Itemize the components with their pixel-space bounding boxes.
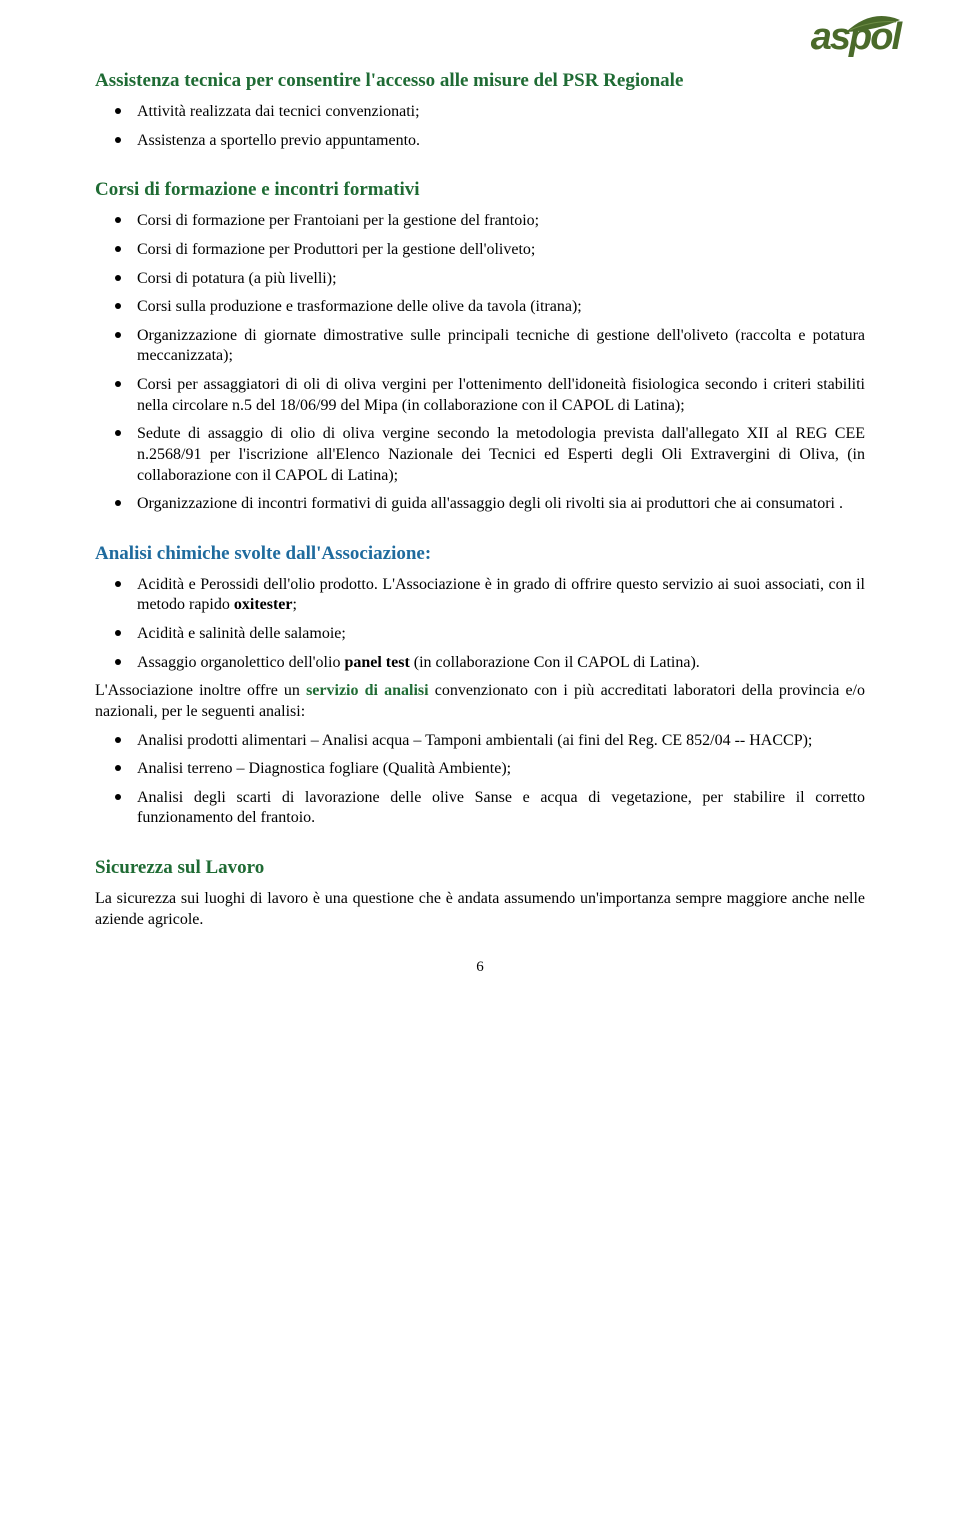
list-item-text: Analisi degli scarti di lavorazione dell… bbox=[137, 789, 865, 827]
list-item-bold: panel test bbox=[344, 654, 409, 671]
list-item-text: Assistenza a sportello previo appuntamen… bbox=[137, 132, 420, 149]
brand-logo: aspol bbox=[811, 18, 900, 56]
list-item-text: Analisi prodotti alimentari – Analisi ac… bbox=[137, 732, 812, 749]
list-item: Organizzazione di giornate dimostrative … bbox=[95, 326, 865, 367]
analisi-paragraph: L'Associazione inoltre offre un servizio… bbox=[95, 681, 865, 722]
section-heading-sicurezza: Sicurezza sul Lavoro bbox=[95, 857, 865, 879]
list-item-bold: oxitester bbox=[234, 596, 293, 613]
list-item-text: Organizzazione di giornate dimostrative … bbox=[137, 327, 865, 365]
list-item: Corsi sulla produzione e trasformazione … bbox=[95, 297, 865, 318]
sicurezza-paragraph: La sicurezza sui luoghi di lavoro è una … bbox=[95, 889, 865, 930]
list-item: Assistenza a sportello previo appuntamen… bbox=[95, 131, 865, 152]
logo-text: aspol bbox=[811, 16, 900, 58]
list-item: Acidità e Perossidi dell'olio prodotto. … bbox=[95, 575, 865, 616]
list-item-text: Corsi di formazione per Produttori per l… bbox=[137, 241, 535, 258]
list-item-text-post: (in collaborazione Con il CAPOL di Latin… bbox=[410, 654, 700, 671]
list-item-text: Analisi terreno – Diagnostica fogliare (… bbox=[137, 760, 511, 777]
section-list-psr: Attività realizzata dai tecnici convenzi… bbox=[95, 102, 865, 151]
list-item: Corsi di formazione per Produttori per l… bbox=[95, 240, 865, 261]
list-item-text-pre: Acidità e salinità delle salamoie; bbox=[137, 625, 346, 642]
list-item: Attività realizzata dai tecnici convenzi… bbox=[95, 102, 865, 123]
para-lead: L'Associazione inoltre offre un bbox=[95, 682, 306, 699]
list-item: Organizzazione di incontri formativi di … bbox=[95, 494, 865, 515]
list-item: Corsi di formazione per Frantoiani per l… bbox=[95, 211, 865, 232]
list-item-text: Corsi sulla produzione e trasformazione … bbox=[137, 298, 582, 315]
list-item-text: Corsi di formazione per Frantoiani per l… bbox=[137, 212, 539, 229]
section-heading-analisi: Analisi chimiche svolte dall'Associazion… bbox=[95, 543, 865, 565]
list-item: Corsi per assaggiatori di oli di oliva v… bbox=[95, 375, 865, 416]
section-list-analisi: Acidità e Perossidi dell'olio prodotto. … bbox=[95, 575, 865, 674]
section-list-analisi-2: Analisi prodotti alimentari – Analisi ac… bbox=[95, 731, 865, 830]
list-item: Analisi prodotti alimentari – Analisi ac… bbox=[95, 731, 865, 752]
section-list-corsi: Corsi di formazione per Frantoiani per l… bbox=[95, 211, 865, 515]
section-heading-corsi: Corsi di formazione e incontri formativi bbox=[95, 179, 865, 201]
list-item-text: Attività realizzata dai tecnici convenzi… bbox=[137, 103, 420, 120]
list-item-text: Corsi di potatura (a più livelli); bbox=[137, 270, 337, 287]
list-item: Sedute di assaggio di olio di oliva verg… bbox=[95, 424, 865, 486]
list-item: Corsi di potatura (a più livelli); bbox=[95, 269, 865, 290]
list-item-text: Corsi per assaggiatori di oli di oliva v… bbox=[137, 376, 865, 414]
list-item-text: Organizzazione di incontri formativi di … bbox=[137, 495, 843, 512]
page-number: 6 bbox=[0, 959, 960, 976]
list-item-text: Sedute di assaggio di olio di oliva verg… bbox=[137, 425, 865, 483]
list-item: Acidità e salinità delle salamoie; bbox=[95, 624, 865, 645]
list-item: Assaggio organolettico dell'olio panel t… bbox=[95, 653, 865, 674]
para-green-highlight: servizio di analisi bbox=[306, 682, 429, 699]
section-heading-psr: Assistenza tecnica per consentire l'acce… bbox=[95, 70, 865, 92]
list-item-text-pre: Assaggio organolettico dell'olio bbox=[137, 654, 344, 671]
list-item-text-post: ; bbox=[293, 596, 297, 613]
list-item: Analisi terreno – Diagnostica fogliare (… bbox=[95, 759, 865, 780]
list-item: Analisi degli scarti di lavorazione dell… bbox=[95, 788, 865, 829]
